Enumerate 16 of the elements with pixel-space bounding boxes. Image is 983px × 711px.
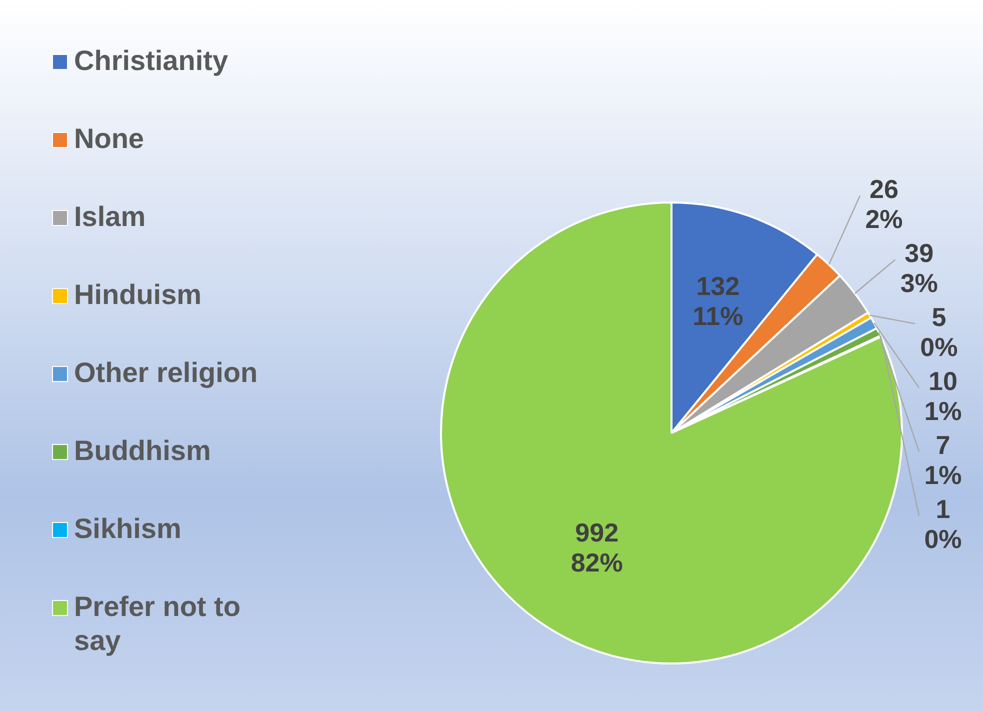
legend-label: Christianity	[74, 44, 228, 78]
data-label: 7 1%	[924, 430, 962, 490]
data-label: 992 82%	[570, 518, 623, 578]
data-label: 26 2%	[865, 174, 903, 234]
legend-label: Hinduism	[74, 278, 202, 312]
legend-label: Islam	[74, 200, 146, 234]
legend-label: Sikhism	[74, 512, 182, 546]
data-label: 39 3%	[900, 238, 938, 298]
data-label: 10 1%	[924, 366, 962, 426]
legend-label: Other religion	[74, 356, 258, 390]
legend-label: Prefer not to say	[74, 590, 242, 658]
data-label: 132 11%	[692, 270, 744, 331]
data-label: 1 0%	[924, 494, 962, 554]
legend-label: None	[74, 122, 144, 156]
data-label: 5 0%	[920, 302, 958, 362]
legend-label: Buddhism	[74, 434, 211, 468]
